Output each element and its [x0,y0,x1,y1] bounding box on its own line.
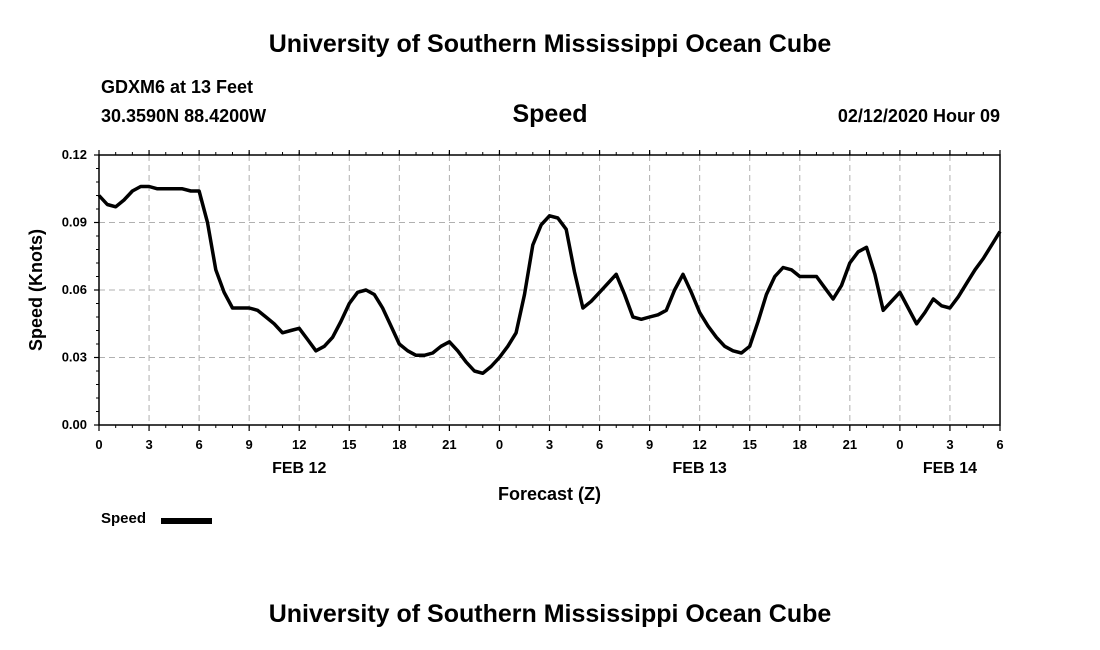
y-tick-label: 0.03 [62,350,87,365]
x-tick-label: 21 [843,437,857,452]
legend-label: Speed [101,510,147,527]
x-tick-label: 21 [442,437,456,452]
y-tick-label: 0.12 [62,147,87,162]
x-tick-label: 9 [646,437,653,452]
x-tick-label: 0 [496,437,503,452]
page-title-bottom: University of Southern Mississippi Ocean… [268,600,832,628]
axis-ticks [94,150,1001,431]
x-tick-label: 6 [996,437,1003,452]
x-tick-label: 12 [692,437,706,452]
date-label: FEB 14 [923,460,977,477]
y-axis-label: Speed (Knots) [26,229,46,351]
x-tick-label: 18 [392,437,406,452]
x-tick-label: 15 [742,437,756,452]
y-tick-label: 0.06 [62,282,87,297]
x-tick-label: 0 [896,437,903,452]
x-tick-label: 18 [793,437,807,452]
page-title-top: University of Southern Mississippi Ocean… [268,30,832,58]
speed-series-line [97,184,1002,376]
chart-title: Speed [512,100,588,128]
x-axis-label: Forecast (Z) [498,484,601,504]
y-tick-label: 0.00 [62,417,87,432]
date-label: FEB 13 [673,460,727,477]
x-tick-label: 6 [596,437,603,452]
x-tick-label: 12 [292,437,306,452]
forecast-datetime: 02/12/2020 Hour 09 [837,106,1000,126]
grid-lines [99,155,1000,425]
y-tick-label: 0.09 [62,215,87,230]
legend-swatch [161,518,212,524]
tick-labels: 0.00 0.03 0.06 0.09 0.12 0 3 6 9 12 15 18 21 0 3 6 9 12 15… [62,147,1004,477]
x-tick-label: 3 [145,437,152,452]
station-label: GDXM6 at 13 Feet [101,77,254,97]
coordinates-label: 30.3590N 88.4200W [101,106,267,126]
x-tick-label: 3 [946,437,953,452]
x-tick-label: 0 [95,437,102,452]
date-label: FEB 12 [272,460,326,477]
x-tick-label: 15 [342,437,356,452]
x-tick-label: 6 [195,437,202,452]
x-tick-label: 9 [246,437,253,452]
x-tick-label: 3 [546,437,553,452]
